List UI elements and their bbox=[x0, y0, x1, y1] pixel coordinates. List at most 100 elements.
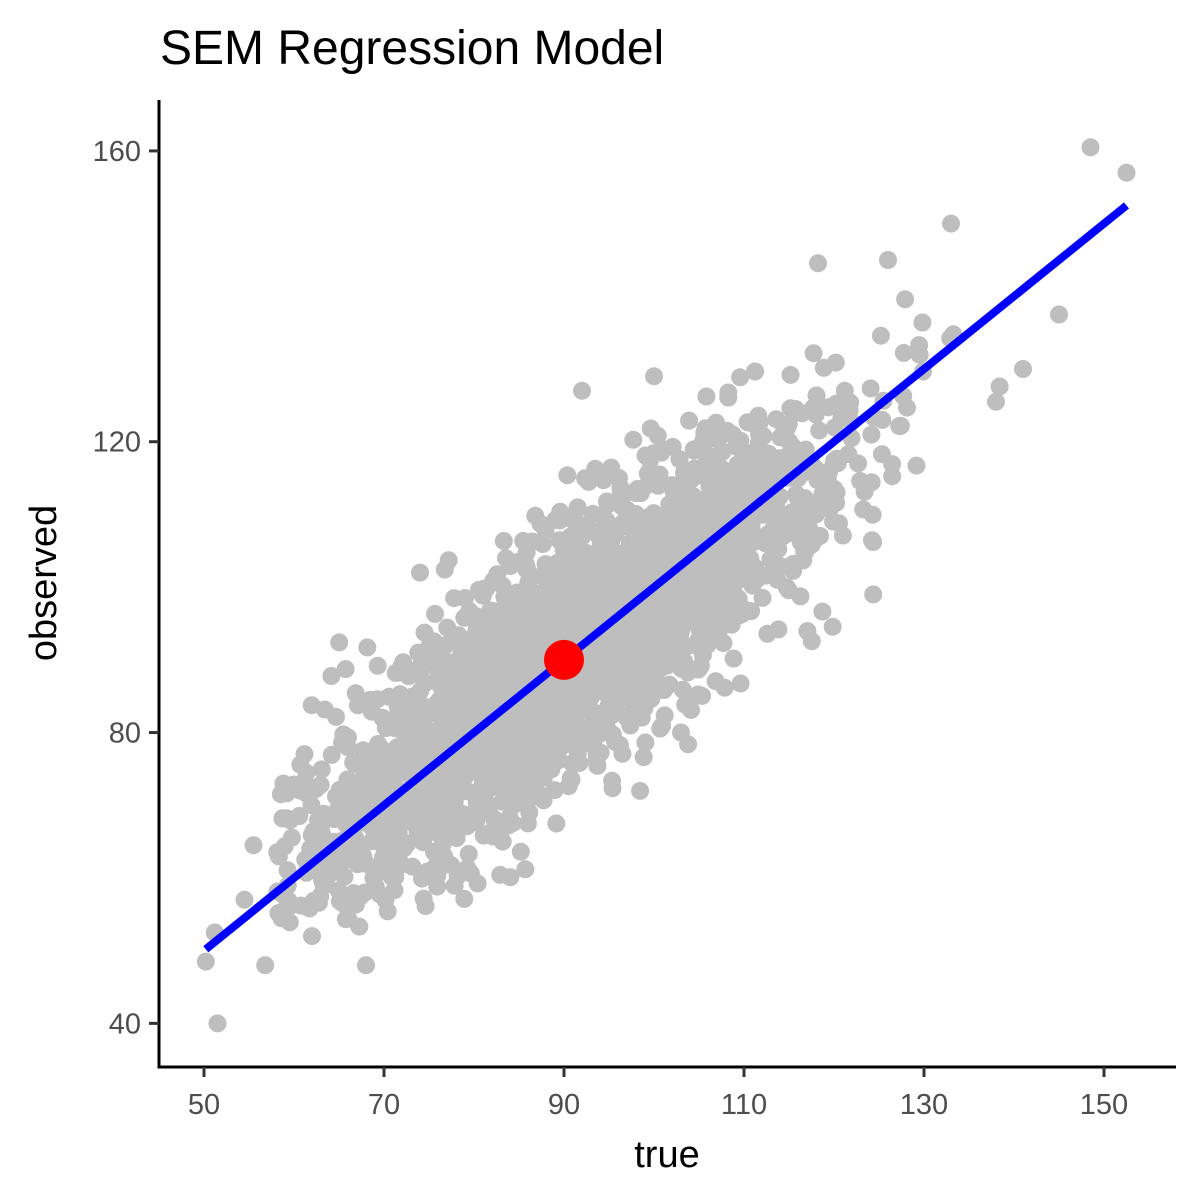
data-point bbox=[386, 663, 405, 682]
data-point bbox=[692, 599, 711, 618]
data-point bbox=[706, 591, 725, 610]
data-point bbox=[368, 656, 387, 675]
data-point bbox=[550, 531, 569, 550]
data-point bbox=[495, 785, 514, 803]
data-point bbox=[570, 754, 589, 772]
data-point bbox=[455, 889, 474, 908]
data-point bbox=[734, 454, 753, 473]
outlier-point bbox=[256, 956, 275, 975]
data-point bbox=[692, 631, 711, 650]
data-point bbox=[531, 514, 550, 533]
x-tick-label: 130 bbox=[900, 1089, 948, 1121]
data-point bbox=[693, 686, 712, 705]
data-point bbox=[813, 602, 832, 621]
data-point bbox=[362, 702, 381, 721]
data-point bbox=[388, 738, 407, 757]
data-point bbox=[518, 814, 537, 833]
data-point bbox=[811, 526, 829, 545]
center-point bbox=[544, 639, 584, 680]
data-point bbox=[380, 856, 399, 875]
data-point bbox=[820, 500, 839, 519]
data-point bbox=[611, 478, 630, 497]
data-point bbox=[698, 559, 717, 578]
data-point bbox=[330, 633, 349, 652]
data-point bbox=[768, 570, 787, 589]
data-point bbox=[435, 560, 454, 579]
data-point bbox=[551, 502, 570, 521]
data-point bbox=[594, 471, 613, 490]
data-point bbox=[753, 528, 771, 547]
data-point bbox=[428, 877, 447, 896]
outlier-point bbox=[1117, 163, 1136, 182]
data-point bbox=[445, 876, 464, 895]
data-point bbox=[510, 775, 529, 794]
data-point bbox=[864, 533, 883, 551]
data-point bbox=[327, 707, 345, 726]
data-point bbox=[804, 344, 823, 363]
data-point bbox=[481, 744, 500, 763]
data-point bbox=[731, 674, 750, 693]
outlier-point bbox=[235, 890, 254, 909]
data-point bbox=[603, 771, 622, 790]
outlier-point bbox=[879, 251, 897, 269]
data-point bbox=[336, 660, 355, 679]
data-point bbox=[536, 735, 555, 754]
data-point bbox=[493, 676, 512, 694]
data-point bbox=[508, 583, 527, 602]
outlier-point bbox=[547, 694, 566, 713]
data-point bbox=[883, 455, 902, 474]
outlier-point bbox=[1050, 305, 1068, 324]
data-point bbox=[306, 780, 325, 798]
data-point bbox=[346, 833, 365, 852]
data-point bbox=[631, 781, 650, 800]
data-point bbox=[894, 343, 913, 362]
data-point bbox=[501, 868, 520, 887]
data-point bbox=[292, 896, 310, 915]
data-point bbox=[762, 449, 781, 468]
data-point bbox=[727, 564, 746, 583]
data-point bbox=[746, 558, 765, 577]
data-point bbox=[338, 786, 356, 804]
data-point bbox=[582, 675, 601, 694]
data-point bbox=[636, 656, 655, 675]
data-point bbox=[721, 580, 739, 599]
outlier-point bbox=[196, 952, 215, 971]
data-point bbox=[819, 398, 838, 417]
data-point bbox=[412, 720, 431, 738]
data-point bbox=[769, 540, 788, 559]
data-point bbox=[676, 695, 695, 714]
data-point bbox=[462, 642, 481, 661]
data-point bbox=[657, 528, 676, 547]
outlier-point bbox=[807, 505, 825, 524]
data-point bbox=[413, 869, 431, 888]
outlier-point bbox=[942, 214, 960, 233]
data-point bbox=[600, 699, 619, 717]
data-point bbox=[632, 636, 651, 655]
data-point bbox=[449, 626, 468, 645]
data-point bbox=[469, 580, 488, 599]
data-point bbox=[312, 760, 331, 779]
data-point bbox=[333, 733, 351, 752]
data-point bbox=[753, 588, 772, 607]
data-point bbox=[476, 638, 495, 657]
x-tick-label: 70 bbox=[368, 1089, 400, 1121]
data-point bbox=[322, 745, 341, 764]
data-point bbox=[482, 763, 501, 782]
data-point bbox=[673, 680, 692, 699]
outlier-point bbox=[987, 392, 1005, 411]
data-point bbox=[863, 505, 882, 524]
data-point bbox=[421, 634, 440, 653]
data-point bbox=[311, 887, 330, 906]
data-point bbox=[520, 737, 539, 756]
data-point bbox=[403, 857, 422, 876]
data-point bbox=[309, 810, 328, 829]
data-point bbox=[403, 797, 422, 816]
data-point bbox=[634, 748, 653, 767]
data-point bbox=[442, 716, 461, 735]
data-point bbox=[724, 649, 743, 668]
data-point bbox=[699, 454, 718, 473]
data-point bbox=[566, 608, 585, 626]
data-point bbox=[693, 521, 712, 540]
data-point bbox=[723, 599, 742, 617]
data-point bbox=[458, 760, 477, 779]
